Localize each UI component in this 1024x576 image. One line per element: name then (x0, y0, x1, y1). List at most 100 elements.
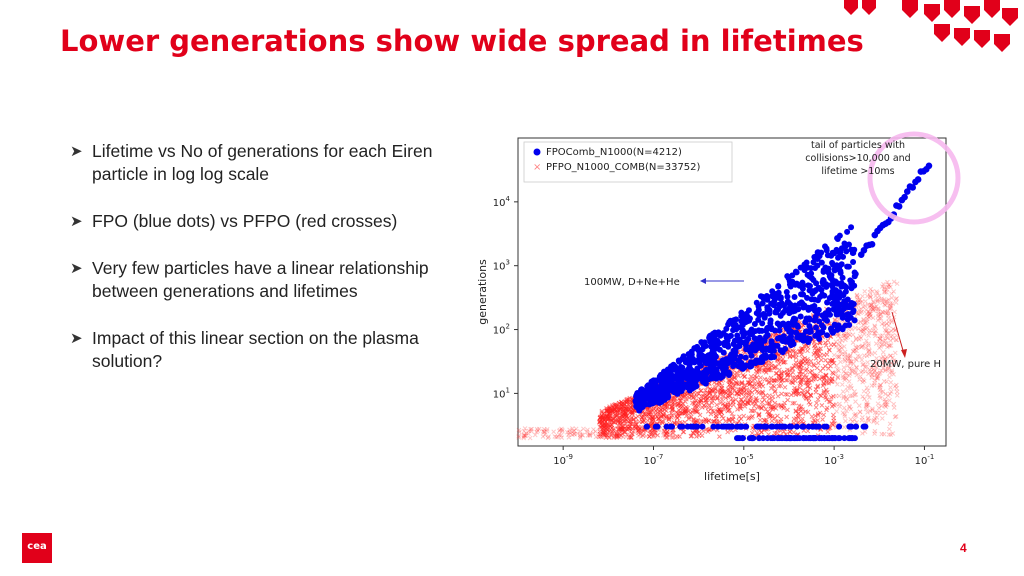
pfpo-point (601, 411, 606, 417)
pfpo-point (854, 292, 860, 298)
pfpo-point (862, 289, 868, 294)
legend-marker-fpo (533, 148, 541, 156)
pfpo-point (861, 316, 866, 322)
deco-shape (844, 0, 858, 15)
pfpo-point (878, 410, 884, 416)
pfpo-point (736, 373, 741, 379)
pfpo-point (892, 327, 898, 333)
pfpo-point (878, 355, 884, 361)
pfpo-point (872, 363, 877, 368)
pfpo-point (860, 430, 865, 436)
pfpo-point (633, 427, 638, 433)
legend: FPOComb_N1000(N=4212) × PFPO_N1000_COMB(… (523, 141, 733, 183)
pfpo-point (845, 363, 850, 368)
fpo-point (675, 357, 682, 364)
pfpo-point (730, 398, 736, 404)
pfpo-point (858, 328, 864, 334)
pfpo-point (738, 416, 744, 422)
pfpo-point (665, 413, 670, 419)
pfpo-point (682, 419, 688, 425)
pfpo-point (727, 385, 733, 390)
pfpo-point (851, 349, 856, 354)
pfpo-point (858, 344, 864, 350)
pfpo-point (887, 353, 893, 359)
pfpo-point (887, 421, 893, 427)
pfpo-point (875, 374, 881, 379)
pfpo-point (874, 365, 880, 370)
pfpo-point (869, 372, 875, 378)
pfpo-point (882, 410, 888, 416)
pfpo-point (841, 369, 847, 374)
pfpo-point (612, 433, 618, 439)
pfpo-point (605, 432, 610, 438)
pfpo-point (848, 361, 854, 366)
pfpo-point (841, 395, 846, 401)
pfpo-point (837, 404, 843, 409)
pfpo-point (864, 316, 870, 322)
deco-shape (862, 0, 876, 15)
pfpo-point (597, 431, 603, 437)
pfpo-point (872, 333, 878, 339)
pfpo-point (875, 317, 881, 323)
pfpo-point (837, 347, 842, 353)
fpo-point (840, 292, 847, 299)
pfpo-point (803, 374, 809, 380)
pfpo-point (546, 434, 552, 439)
pfpo-point (769, 363, 775, 369)
pfpo-point (717, 419, 722, 425)
pfpo-point (866, 309, 871, 315)
pfpo-point (835, 333, 841, 339)
pfpo-point (861, 331, 867, 337)
pfpo-point (805, 359, 811, 364)
pfpo-point (660, 408, 665, 414)
pfpo-point (696, 433, 702, 438)
fpo-point (841, 282, 848, 289)
fpo-point (852, 271, 859, 278)
x-tick-label: 10-3 (824, 453, 844, 467)
pfpo-point (701, 428, 706, 434)
fpo-point (800, 282, 807, 289)
pfpo-point (859, 309, 865, 315)
pfpo-point (865, 313, 871, 319)
pfpo-point (888, 305, 894, 311)
pfpo-point (605, 427, 611, 433)
pfpo-point (853, 337, 859, 342)
pfpo-point (866, 347, 872, 353)
pfpo-point (871, 299, 877, 305)
arrow-bullet-icon: ➤ (70, 143, 83, 160)
fpo-point (781, 302, 788, 309)
pfpo-point (738, 386, 744, 392)
pfpo-point (883, 302, 888, 308)
pfpo-point (846, 373, 852, 379)
fpo-point (783, 336, 790, 343)
pfpo-point (785, 377, 790, 383)
pfpo-point (894, 296, 900, 301)
fpo-point (860, 423, 867, 430)
pfpo-point (804, 361, 809, 366)
pfpo-point (617, 434, 622, 440)
pfpo-point (872, 304, 877, 310)
pfpo-point (800, 356, 806, 362)
fpo-point (689, 423, 696, 430)
fpo-point (793, 423, 800, 430)
pfpo-point (877, 370, 883, 376)
pfpo-point (872, 331, 878, 337)
pfpo-point (664, 429, 669, 435)
pfpo-point (855, 353, 861, 359)
fpo-point (671, 363, 678, 370)
pfpo-point (843, 370, 848, 376)
pfpo-point (873, 293, 878, 299)
pfpo-point (888, 338, 893, 344)
fpo-point (743, 423, 750, 430)
pfpo-point (881, 297, 887, 302)
fpo-point (793, 329, 800, 336)
pfpo-point (734, 370, 740, 376)
pfpo-point (875, 401, 881, 407)
pfpo-point (811, 351, 817, 357)
fpo-point (787, 423, 794, 430)
pfpo-point (888, 380, 894, 385)
pfpo-point (867, 311, 873, 317)
pfpo-point (892, 309, 897, 315)
deco-shape (984, 0, 1000, 18)
pfpo-point (699, 405, 705, 410)
